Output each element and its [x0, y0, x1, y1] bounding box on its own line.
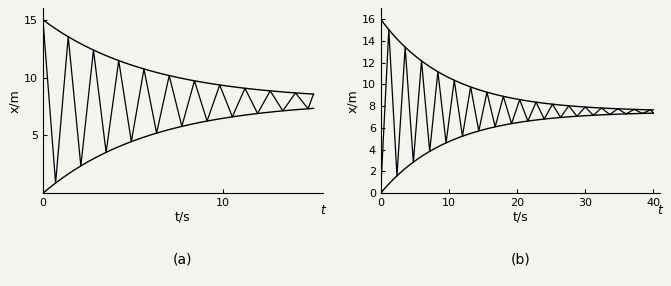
Text: t: t	[658, 204, 662, 217]
Y-axis label: x/m: x/m	[8, 89, 21, 113]
X-axis label: t/s: t/s	[175, 211, 191, 224]
Text: (b): (b)	[511, 252, 530, 266]
X-axis label: t/s: t/s	[513, 211, 528, 224]
Text: t: t	[319, 204, 325, 217]
Y-axis label: x/m: x/m	[346, 89, 359, 113]
Text: (a): (a)	[173, 252, 193, 266]
